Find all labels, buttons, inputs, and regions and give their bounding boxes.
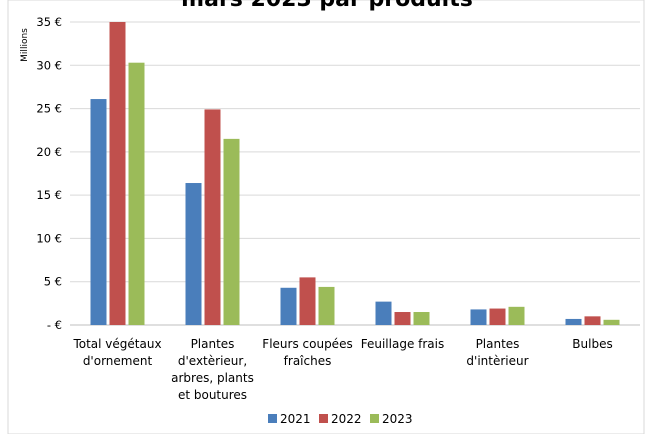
legend-label-2023: 2023 bbox=[382, 412, 413, 426]
bar-2022 bbox=[584, 316, 601, 325]
bar-2022 bbox=[109, 22, 126, 325]
legend-swatch-2022 bbox=[319, 414, 328, 423]
bar-2021 bbox=[375, 301, 392, 325]
category-label: Feuillage frais bbox=[361, 337, 445, 351]
category-label: Total végétaux bbox=[72, 337, 161, 351]
category-label: Plantes bbox=[191, 337, 235, 351]
category-label: d'intèrieur bbox=[466, 354, 528, 368]
y-tick-label: - € bbox=[47, 318, 62, 332]
y-axis-unit-label: Millions bbox=[20, 28, 30, 62]
gridlines bbox=[70, 21, 640, 326]
bar-2021 bbox=[565, 318, 582, 325]
bar-2022 bbox=[204, 109, 221, 326]
bar-2023 bbox=[128, 62, 145, 326]
y-tick-label: 30 € bbox=[36, 58, 62, 72]
bar-2023 bbox=[413, 312, 430, 325]
category-label: arbres, plants bbox=[171, 371, 254, 385]
bar-2021 bbox=[90, 99, 107, 325]
legend: 2021 2022 2023 bbox=[268, 412, 413, 426]
category-label: fraîches bbox=[284, 354, 332, 368]
y-tick-label: 10 € bbox=[36, 231, 62, 245]
chart-title: mars 2023 par produits bbox=[181, 0, 473, 12]
bar-2023 bbox=[603, 319, 620, 325]
bar-2023 bbox=[508, 306, 525, 325]
bar-2022 bbox=[489, 308, 506, 325]
y-tick-label: 25 € bbox=[36, 102, 62, 116]
bar-2023 bbox=[318, 286, 335, 325]
category-label: Plantes bbox=[476, 337, 520, 351]
bar-2021 bbox=[470, 309, 487, 325]
y-tick-label: 35 € bbox=[36, 15, 62, 29]
legend-swatch-2021 bbox=[268, 414, 277, 423]
y-axis-ticks: - € 5 € 10 € 15 € 20 € 25 € 30 € 35 € bbox=[36, 15, 62, 332]
chart-frame bbox=[7, 0, 645, 434]
y-tick-label: 20 € bbox=[36, 145, 62, 159]
legend-label-2021: 2021 bbox=[280, 412, 311, 426]
bar-2023 bbox=[223, 138, 240, 325]
category-label: et boutures bbox=[178, 388, 247, 402]
category-label: d'ornement bbox=[83, 354, 153, 368]
bar-2022 bbox=[394, 312, 411, 325]
y-tick-label: 15 € bbox=[36, 188, 62, 202]
bar-2021 bbox=[185, 183, 202, 325]
category-label: d'extèrieur, bbox=[178, 354, 247, 368]
x-axis-categories: Total végétaux d'ornement Plantes d'extèrie… bbox=[72, 337, 612, 402]
legend-swatch-2023 bbox=[370, 414, 379, 423]
category-label: Bulbes bbox=[572, 337, 612, 351]
legend-label-2022: 2022 bbox=[331, 412, 362, 426]
y-tick-label: 5 € bbox=[44, 275, 62, 289]
bar-2022 bbox=[299, 277, 316, 325]
bar-2021 bbox=[280, 287, 297, 325]
bars bbox=[90, 22, 620, 326]
category-label: Fleurs coupées bbox=[262, 337, 352, 351]
